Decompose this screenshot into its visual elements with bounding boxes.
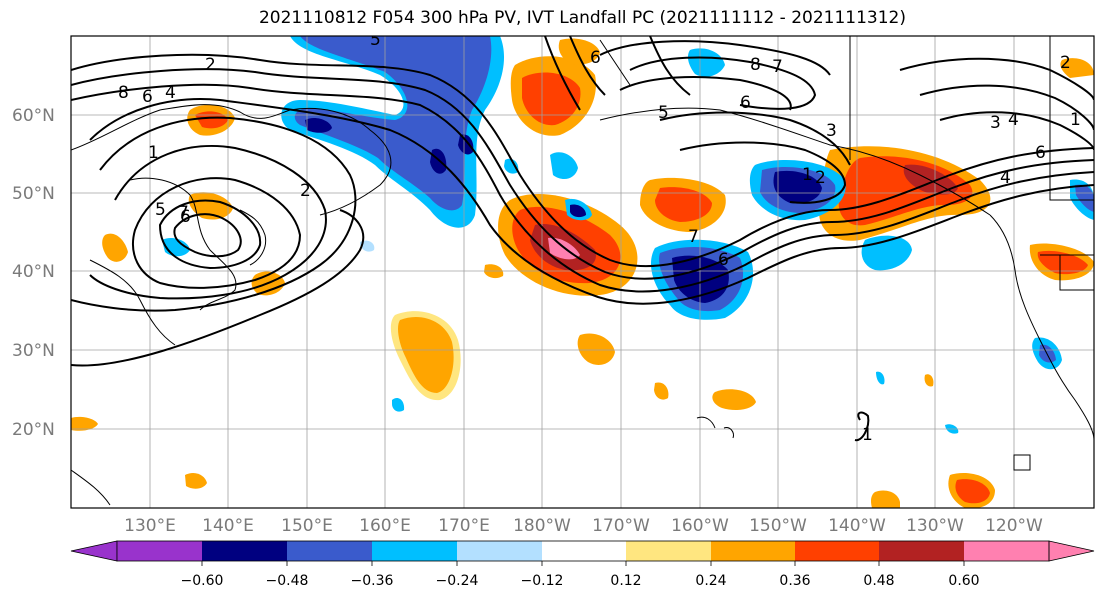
contour-label: 3 [990, 113, 1001, 133]
contour-label: 5 [155, 200, 166, 220]
lat-label: 20°N [12, 420, 55, 440]
contour-label: 2 [300, 181, 311, 201]
colorbar-segment [202, 541, 287, 561]
contour-label: 1 [148, 143, 159, 163]
contour-label: 7 [178, 203, 189, 223]
contour-labels: 8 6 4 2 7 6 5 2 1 6 8 7 6 5 3 1 2 4 6 2 … [118, 30, 1081, 445]
map-frame [70, 35, 1095, 509]
contour-label: 6 [1035, 143, 1046, 163]
lat-label: 60°N [12, 106, 55, 126]
colorbar-tick-label: 0.60 [948, 573, 979, 589]
colorbar-segment [457, 541, 542, 561]
colorbar-tick-labels: −0.60 −0.48 −0.36 −0.24 −0.12 0.12 0.24 … [181, 573, 980, 589]
colorbar-segment [542, 541, 626, 561]
colorbar-segment [879, 541, 964, 561]
lon-label: 160°E [359, 516, 411, 536]
coastlines [71, 36, 1094, 506]
contour-label: 1 [802, 165, 813, 185]
lon-label: 170°W [592, 516, 650, 536]
contour-label: 2 [1060, 53, 1071, 73]
colorbar-segment [372, 541, 457, 561]
contour-label: 4 [165, 83, 176, 103]
colorbar-tick-label: −0.60 [181, 573, 224, 589]
colorbar-segment [287, 541, 372, 561]
lon-label: 150°W [749, 516, 807, 536]
colorbar-segment [795, 541, 879, 561]
lon-label: 150°E [281, 516, 333, 536]
contour-label: 6 [718, 250, 729, 270]
colorbar-extend-high [1048, 540, 1095, 562]
contour-label: 8 [118, 83, 129, 103]
lon-label: 120°W [985, 516, 1043, 536]
lon-label: 160°W [671, 516, 729, 536]
colorbar-tick-label: 0.36 [779, 573, 810, 589]
contour-label: 7 [688, 227, 699, 247]
contour-label: 4 [1000, 168, 1011, 188]
lon-label: 130°E [124, 516, 176, 536]
map-title: 2021110812 F054 300 hPa PV, IVT Landfall… [258, 8, 906, 28]
contour-label: 6 [180, 207, 191, 227]
colorbar-tick-label: 0.12 [610, 573, 641, 589]
lon-label: 170°E [438, 516, 490, 536]
contour-label: 8 [750, 55, 761, 75]
colorbar-extend-low [70, 540, 118, 562]
lon-label: 180°W [513, 516, 571, 536]
colorbar-tick-label: −0.48 [266, 573, 309, 589]
lat-label: 50°N [12, 184, 55, 204]
pv-contours [71, 36, 1094, 442]
contour-label: 7 [772, 57, 783, 77]
contour-label: 6 [740, 93, 751, 113]
longitude-labels: 130°E 140°E 150°E 160°E 170°E 180°W 170°… [124, 516, 1043, 536]
positive-anomaly-shading [71, 38, 1094, 508]
colorbar-tick-label: −0.36 [351, 573, 394, 589]
lat-label: 30°N [12, 341, 55, 361]
colorbar-frame [116, 540, 1050, 562]
lon-label: 140°E [202, 516, 254, 536]
colorbar-tick-label: −0.12 [521, 573, 564, 589]
latitude-labels: 60°N 50°N 40°N 30°N 20°N [12, 106, 55, 440]
contour-label: 6 [590, 48, 601, 68]
contour-label: 4 [1008, 110, 1019, 130]
contour-label: 2 [205, 55, 216, 75]
colorbar-segment [711, 541, 795, 561]
contour-label: 5 [658, 103, 669, 123]
colorbar-segment [117, 541, 202, 561]
graticule [71, 36, 1094, 508]
lat-label: 40°N [12, 262, 55, 282]
contour-label: 2 [815, 168, 826, 188]
contour-label: 5 [370, 30, 381, 50]
lon-label: 130°W [906, 516, 964, 536]
lon-label: 140°W [828, 516, 886, 536]
contour-label: 1 [1070, 110, 1081, 130]
colorbar-segment [626, 541, 711, 561]
colorbar-ticks [201, 561, 965, 566]
colorbar-tick-label: 0.24 [695, 573, 726, 589]
contour-label: 3 [826, 121, 837, 141]
contour-label: 1 [862, 425, 873, 445]
colorbar-tick-label: −0.24 [436, 573, 479, 589]
contour-label: 6 [142, 87, 153, 107]
colorbar-tick-label: 0.48 [863, 573, 894, 589]
colorbar-segment [964, 541, 1049, 561]
colorbar: −0.60 −0.48 −0.36 −0.24 −0.12 0.12 0.24 … [70, 540, 1095, 589]
